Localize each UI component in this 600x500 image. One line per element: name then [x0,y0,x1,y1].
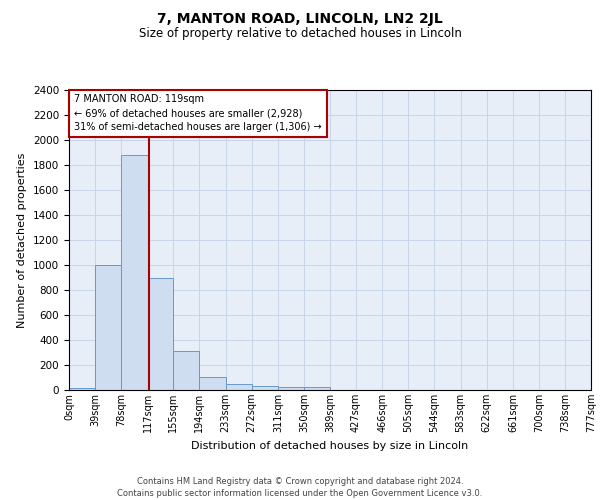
X-axis label: Distribution of detached houses by size in Lincoln: Distribution of detached houses by size … [191,440,469,450]
Bar [278,387,304,390]
Bar [226,384,252,390]
Bar [121,155,148,390]
Y-axis label: Number of detached properties: Number of detached properties [17,152,28,328]
Text: Contains HM Land Registry data © Crown copyright and database right 2024.
Contai: Contains HM Land Registry data © Crown c… [118,476,482,498]
Bar [304,387,331,390]
Text: 7 MANTON ROAD: 119sqm
← 69% of detached houses are smaller (2,928)
31% of semi-d: 7 MANTON ROAD: 119sqm ← 69% of detached … [74,94,322,132]
Bar [199,377,226,390]
Bar [252,386,278,390]
Bar [148,278,173,390]
Text: Size of property relative to detached houses in Lincoln: Size of property relative to detached ho… [139,28,461,40]
Bar [173,351,199,390]
Bar [69,388,95,390]
Text: 7, MANTON ROAD, LINCOLN, LN2 2JL: 7, MANTON ROAD, LINCOLN, LN2 2JL [157,12,443,26]
Bar [95,265,121,390]
